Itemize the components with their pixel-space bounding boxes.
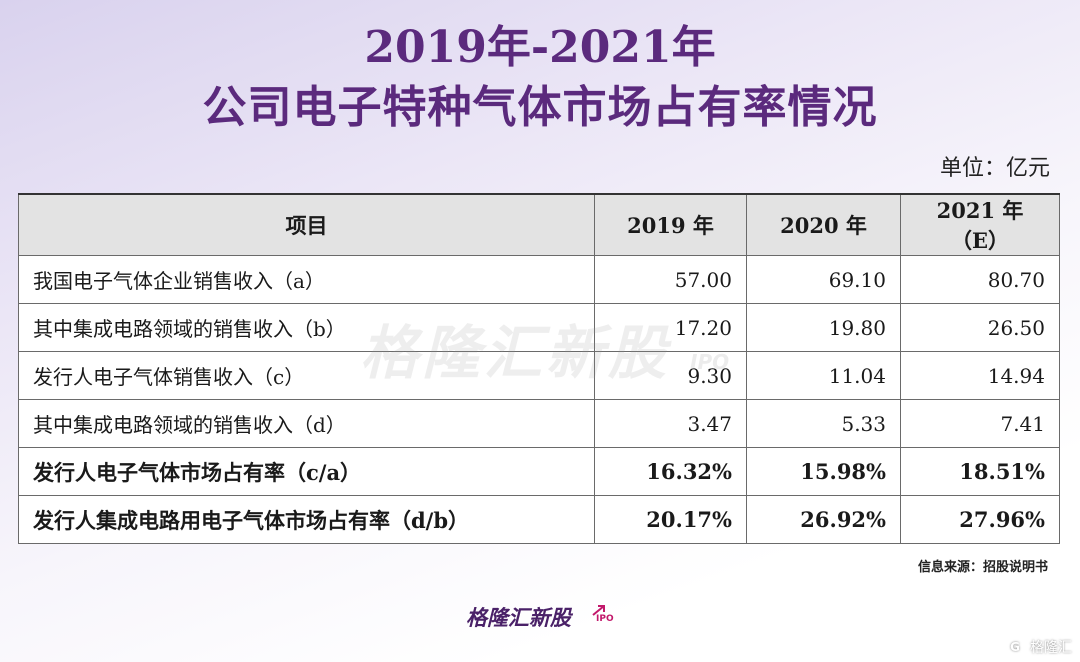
row-value: 7.41 [900, 399, 1060, 448]
table-row: 发行人电子气体市场占有率（c/a） 16.32% 15.98% 18.51% [18, 447, 1060, 496]
chart-title-line1: 2019年-2021年 [364, 22, 716, 73]
row-value: 15.98% [746, 447, 901, 496]
row-value: 14.94 [900, 351, 1060, 400]
row-value: 69.10 [746, 255, 901, 304]
row-value: 26.92% [746, 495, 901, 544]
table-row: 发行人集成电路用电子气体市场占有率（d/b） 20.17% 26.92% 27.96% [18, 495, 1060, 544]
corner-watermark: G 格隆汇 [1004, 636, 1072, 658]
header-cell-2020: 2020 年 [746, 193, 901, 256]
corner-watermark-text: 格隆汇 [1030, 640, 1072, 656]
row-value: 18.51% [900, 447, 1060, 496]
header-cell-2019: 2019 年 [594, 193, 747, 256]
arrow-up-right-icon [592, 605, 605, 616]
row-value: 11.04 [746, 351, 901, 400]
row-value: 16.32% [594, 447, 747, 496]
brand-logo: 格隆汇新股 [466, 606, 571, 630]
brand-ipo-tag: IPO [596, 614, 614, 624]
table-row: 发行人电子气体销售收入（c） 9.30 11.04 14.94 [18, 351, 1060, 400]
row-value: 17.20 [594, 303, 747, 352]
table-body: 我国电子气体企业销售收入（a） 57.00 69.10 80.70 其中集成电路领域的销… [18, 255, 1060, 544]
header-cell-2021e: 2021 年（E） [900, 193, 1060, 256]
row-value: 5.33 [746, 399, 901, 448]
row-value: 26.50 [900, 303, 1060, 352]
row-label: 我国电子气体企业销售收入（a） [18, 255, 595, 304]
watermark-sub: IPO [690, 350, 730, 374]
row-value: 19.80 [746, 303, 901, 352]
header-cell-item: 项目 [18, 193, 595, 256]
row-value: 3.47 [594, 399, 747, 448]
row-label: 发行人集成电路用电子气体市场占有率（d/b） [18, 495, 595, 544]
row-value: 57.00 [594, 255, 747, 304]
table-row: 其中集成电路领域的销售收入（d） 3.47 5.33 7.41 [18, 399, 1060, 448]
row-label: 其中集成电路领域的销售收入（b） [18, 303, 595, 352]
row-value: 20.17% [594, 495, 747, 544]
row-value: 80.70 [900, 255, 1060, 304]
table-row: 我国电子气体企业销售收入（a） 57.00 69.10 80.70 [18, 255, 1060, 304]
row-label: 发行人电子气体市场占有率（c/a） [18, 447, 595, 496]
g-logo-icon: G [1004, 636, 1026, 658]
source-note: 信息来源：招股说明书 [917, 560, 1048, 575]
chart-title-line2: 公司电子特种气体市场占有率情况 [202, 82, 878, 133]
row-label: 发行人电子气体销售收入（c） [18, 351, 595, 400]
table-row: 其中集成电路领域的销售收入（b） 17.20 19.80 26.50 [18, 303, 1060, 352]
table-header-row: 项目 2019 年 2020 年 2021 年（E） [18, 193, 1060, 256]
row-value: 9.30 [594, 351, 747, 400]
row-label: 其中集成电路领域的销售收入（d） [18, 399, 595, 448]
row-value: 27.96% [900, 495, 1060, 544]
unit-label: 单位：亿元 [939, 156, 1050, 181]
market-share-table: 项目 2019 年 2020 年 2021 年（E） 我国电子气体企业销售收入（… [18, 193, 1060, 544]
